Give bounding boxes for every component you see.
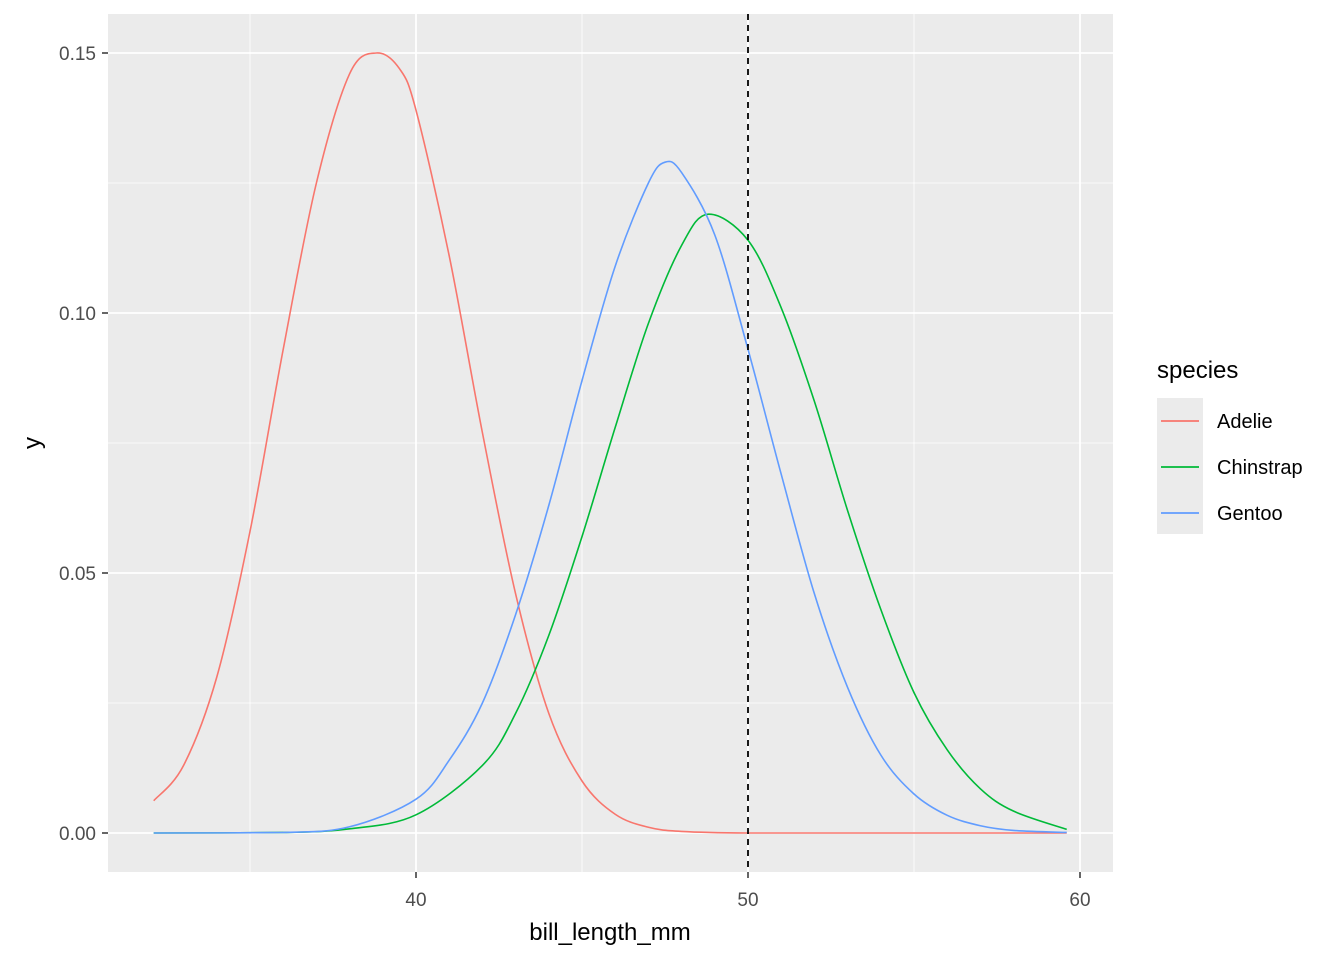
legend-label-chinstrap: Chinstrap	[1217, 457, 1303, 479]
series-line-chinstrap	[153, 213, 1067, 834]
y-axis-title: y	[19, 437, 46, 449]
axis-ticks: 40 50 60 0.00 0.05 0.10 0.15	[59, 44, 1091, 911]
series-line-gentoo	[153, 160, 1067, 834]
legend-items: Adelie Chinstrap Gentoo	[1161, 411, 1303, 525]
legend-title: species	[1157, 357, 1238, 384]
legend-label-adelie: Adelie	[1217, 411, 1273, 433]
x-tick-label: 50	[737, 890, 758, 911]
x-tick-label: 60	[1069, 890, 1090, 911]
x-axis-title: bill_length_mm	[529, 919, 690, 946]
y-tick-label: 0.10	[59, 304, 96, 325]
grid-minor	[108, 14, 1113, 872]
series-layer	[153, 52, 1067, 834]
y-tick-label: 0.05	[59, 564, 96, 585]
legend-label-gentoo: Gentoo	[1217, 503, 1283, 525]
x-tick-label: 40	[405, 890, 426, 911]
y-tick-label: 0.15	[59, 44, 96, 65]
series-line-adelie	[153, 52, 1067, 834]
y-tick-label: 0.00	[59, 824, 96, 845]
legend: species Adelie Chinstrap Gentoo	[1157, 357, 1303, 534]
